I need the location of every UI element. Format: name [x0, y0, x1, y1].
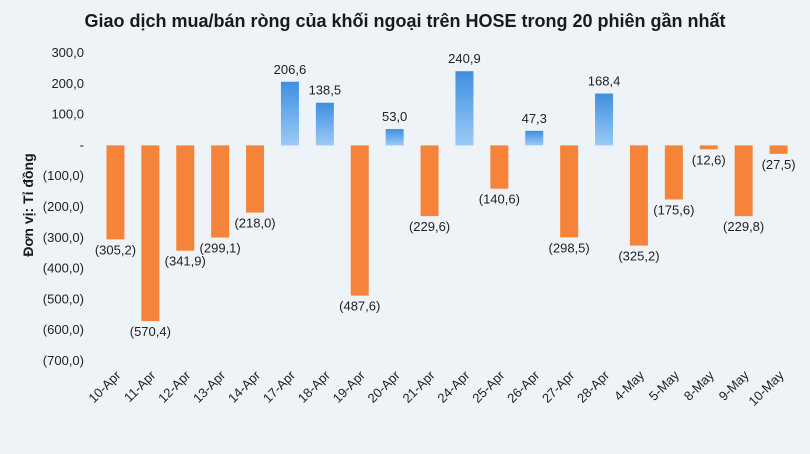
bar [315, 102, 334, 146]
x-tick-label: 17-Apr [260, 367, 299, 406]
bar [699, 145, 718, 150]
data-label: (299,1) [200, 241, 241, 256]
bar [385, 129, 404, 146]
data-labels: (305,2) (570,4) (341,9)(299,1) (218,0) 206,6… [95, 51, 796, 339]
x-tick-label: 10-May [745, 367, 787, 409]
y-tick-label: 100,0 [51, 107, 84, 122]
data-label: (487,6) [339, 299, 380, 314]
x-tick-label: 19-Apr [330, 367, 369, 406]
data-label: (229,8) [723, 219, 764, 234]
data-label: (140,6) [479, 192, 520, 207]
x-tick-label: 11-Apr [121, 367, 159, 405]
chart-title: Giao dịch mua/bán ròng của khối ngoại tr… [84, 11, 725, 31]
data-label: (27,5) [762, 157, 796, 172]
data-label: (570,4) [130, 324, 171, 339]
data-label: 47,3 [522, 111, 547, 126]
x-tick-label: 28-Apr [574, 367, 613, 406]
y-tick-label: (300,0) [43, 230, 84, 245]
data-label: (12,6) [692, 152, 726, 167]
y-tick-label: (700,0) [43, 353, 84, 368]
x-tick-label: 20-Apr [365, 367, 404, 406]
data-label: 168,4 [588, 74, 621, 89]
data-label: 53,0 [382, 109, 407, 124]
x-tick-label: 14-Apr [225, 367, 264, 406]
x-tick-label: 18-Apr [295, 367, 334, 406]
bar [106, 145, 125, 240]
bar [490, 145, 509, 189]
bar [420, 145, 439, 217]
bar [769, 145, 788, 154]
bar [629, 145, 648, 246]
y-tick-label: 200,0 [51, 76, 84, 91]
bar [664, 145, 683, 200]
x-tick-label: 26-Apr [504, 367, 543, 406]
data-label: (229,6) [409, 219, 450, 234]
x-tick-label: 12-Apr [155, 367, 194, 406]
y-axis-ticks: 300,0 200,0 100,0 - (100,0) (200,0) (300,0) (40… [43, 45, 84, 368]
data-label: 240,9 [448, 51, 481, 66]
bar [350, 145, 369, 296]
x-tick-label: 27-Apr [539, 367, 578, 406]
data-label: (325,2) [618, 249, 659, 264]
data-label: (298,5) [549, 240, 590, 255]
y-tick-label: (100,0) [43, 168, 84, 183]
x-tick-label: 10-Apr [85, 367, 124, 406]
y-tick-label: (400,0) [43, 261, 84, 276]
x-axis-ticks: 10-Apr11-Apr12-Apr13-Apr14-Apr17-Apr18-A… [85, 367, 787, 409]
bar [560, 145, 579, 238]
bar [141, 145, 160, 322]
data-label: (175,6) [653, 202, 694, 217]
bar [176, 145, 195, 251]
y-axis-label: Đơn vị: Tỉ đồng [20, 153, 36, 256]
bar [455, 71, 474, 146]
x-tick-label: 21-Apr [399, 367, 438, 406]
y-tick-label: (200,0) [43, 199, 84, 214]
y-tick-label: - [80, 137, 84, 152]
data-label: 138,5 [309, 83, 342, 98]
x-tick-label: 13-Apr [190, 367, 229, 406]
data-label: (218,0) [234, 216, 275, 231]
y-tick-label: (600,0) [43, 322, 84, 337]
bar [280, 81, 299, 146]
x-tick-label: 8-May [681, 367, 717, 403]
y-tick-label: (500,0) [43, 291, 84, 306]
bar [211, 145, 230, 238]
bar [525, 130, 544, 146]
data-label: (305,2) [95, 242, 136, 257]
x-tick-label: 5-May [646, 367, 682, 403]
x-tick-label: 24-Apr [434, 367, 473, 406]
y-tick-label: 300,0 [51, 45, 84, 60]
x-tick-label: 4-May [611, 367, 647, 403]
x-tick-label: 25-Apr [469, 367, 508, 406]
bars [106, 71, 788, 322]
data-label: (341,9) [165, 254, 206, 269]
bar [734, 145, 753, 217]
bar [246, 145, 265, 213]
data-label: 206,6 [274, 62, 307, 77]
bar [595, 93, 614, 146]
